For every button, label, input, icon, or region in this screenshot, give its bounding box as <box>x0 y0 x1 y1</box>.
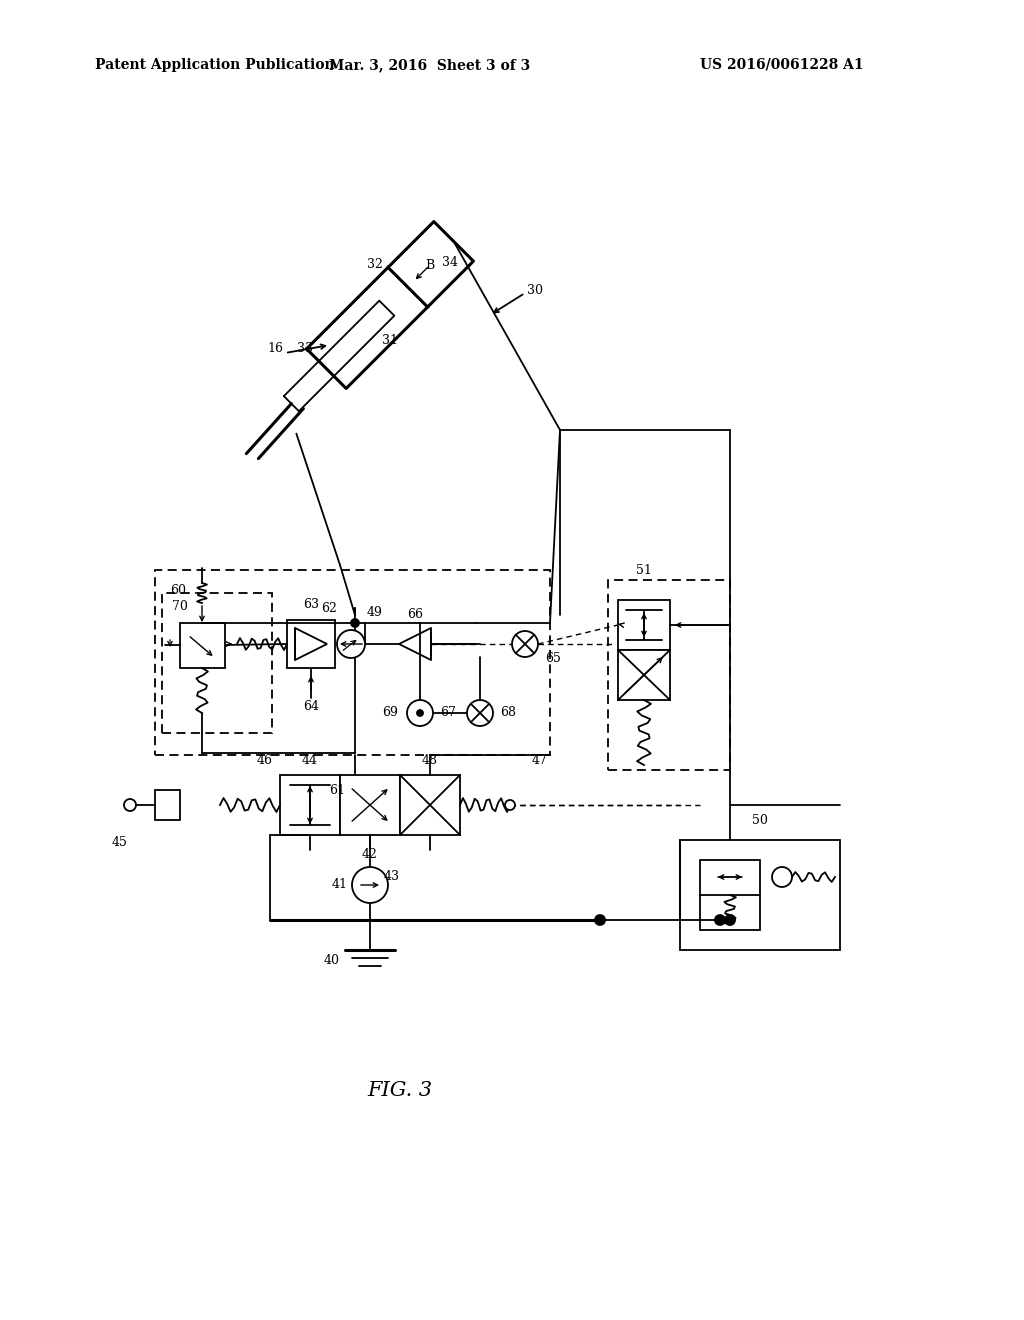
Circle shape <box>407 700 433 726</box>
Text: 69: 69 <box>382 706 398 719</box>
Bar <box>680 840 840 950</box>
Text: 50: 50 <box>752 813 768 826</box>
Text: 48: 48 <box>422 754 438 767</box>
Circle shape <box>595 915 605 925</box>
Bar <box>400 775 460 836</box>
Text: 31: 31 <box>382 334 398 346</box>
Text: 60: 60 <box>170 583 186 597</box>
Bar <box>340 775 400 836</box>
Circle shape <box>351 619 359 627</box>
Circle shape <box>352 867 388 903</box>
Text: 46: 46 <box>257 754 273 767</box>
Text: 34: 34 <box>442 256 458 268</box>
Bar <box>287 620 335 668</box>
Text: US 2016/0061228 A1: US 2016/0061228 A1 <box>700 58 863 73</box>
Text: 49: 49 <box>367 606 383 619</box>
Bar <box>180 623 225 668</box>
Text: Mar. 3, 2016  Sheet 3 of 3: Mar. 3, 2016 Sheet 3 of 3 <box>330 58 530 73</box>
Text: 66: 66 <box>407 607 423 620</box>
Bar <box>162 593 272 733</box>
Text: 32: 32 <box>367 259 383 272</box>
Bar <box>608 579 730 770</box>
Circle shape <box>124 799 136 810</box>
Circle shape <box>772 867 792 887</box>
Text: 62: 62 <box>322 602 337 615</box>
Text: 44: 44 <box>302 754 318 767</box>
Text: 45: 45 <box>112 837 128 850</box>
Text: 65: 65 <box>545 652 561 665</box>
Text: Patent Application Publication: Patent Application Publication <box>95 58 335 73</box>
Text: 43: 43 <box>384 870 400 883</box>
Circle shape <box>725 915 735 925</box>
Text: 61: 61 <box>329 784 345 796</box>
Text: 70: 70 <box>172 601 187 614</box>
Bar <box>618 649 670 700</box>
Bar <box>618 601 670 649</box>
Text: 30: 30 <box>527 284 543 297</box>
Text: 64: 64 <box>303 700 319 713</box>
Text: 41: 41 <box>332 879 348 891</box>
Circle shape <box>505 800 515 810</box>
Text: 51: 51 <box>636 564 652 577</box>
Text: 16: 16 <box>267 342 283 355</box>
Text: 47: 47 <box>532 754 548 767</box>
Circle shape <box>512 631 538 657</box>
Text: 42: 42 <box>362 849 378 862</box>
Text: 68: 68 <box>500 706 516 719</box>
Text: 33: 33 <box>297 342 313 355</box>
Text: 63: 63 <box>303 598 319 611</box>
Bar <box>280 775 340 836</box>
Text: 40: 40 <box>324 953 340 966</box>
Bar <box>700 861 760 931</box>
Circle shape <box>467 700 493 726</box>
Text: FIG. 3: FIG. 3 <box>368 1081 432 1100</box>
Circle shape <box>337 630 365 657</box>
Bar <box>155 789 180 820</box>
Text: 67: 67 <box>440 706 456 719</box>
Circle shape <box>417 710 423 715</box>
Bar <box>155 570 550 755</box>
Text: B: B <box>425 259 434 272</box>
Circle shape <box>715 915 725 925</box>
